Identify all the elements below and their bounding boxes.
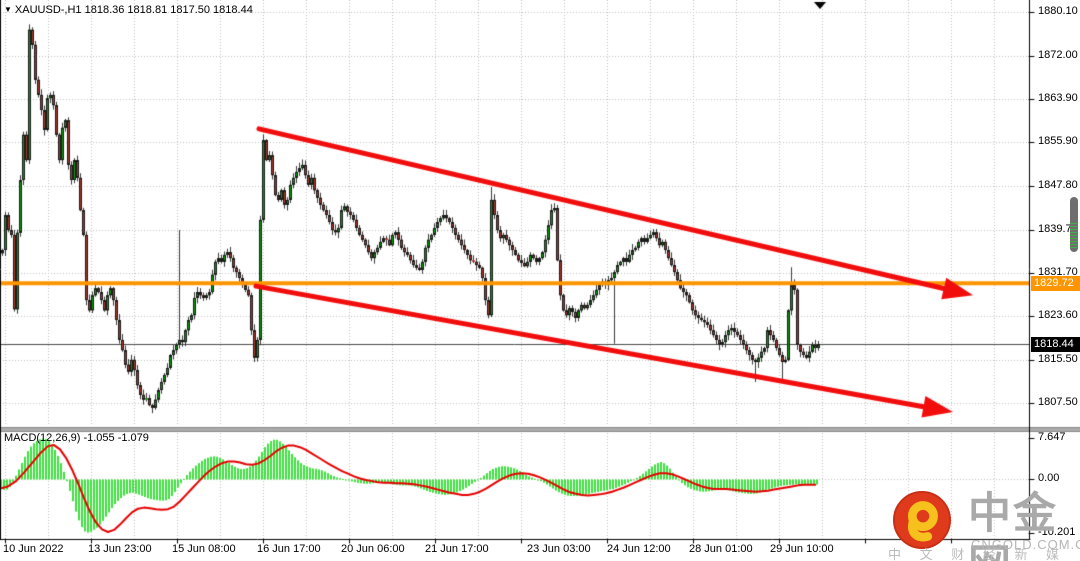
price-axis-label: 1839.70 — [1038, 223, 1078, 235]
scrollbar-thumb[interactable] — [1070, 197, 1078, 252]
scrollbar-stripes — [1070, 223, 1078, 249]
price-axis-label: 1807.50 — [1038, 396, 1078, 408]
price-axis-label: 1831.70 — [1038, 266, 1078, 278]
time-axis-label: 24 Jun 12:00 — [607, 543, 671, 555]
time-axis-label: 20 Jun 06:00 — [341, 543, 405, 555]
time-axis-label: 29 Jun 10:00 — [770, 543, 834, 555]
macd-axis-label: 7.647 — [1038, 431, 1066, 443]
resistance-price-tag: 1829.72 — [1031, 276, 1080, 291]
price-axis-label: 1863.90 — [1038, 92, 1078, 104]
symbol-ohlc-text: XAUUSD-,H1 1818.36 1818.81 1817.50 1818.… — [14, 4, 253, 16]
time-axis-label: 16 Jun 17:00 — [257, 543, 321, 555]
macd-axis-label: 0.00 — [1038, 472, 1060, 484]
price-axis-label: 1880.10 — [1038, 5, 1078, 17]
macd-indicator-label: MACD(12,26,9) -1.055 -1.079 — [4, 432, 149, 444]
time-axis-label: 13 Jun 23:00 — [88, 543, 152, 555]
time-axis-label: 15 Jun 08:00 — [172, 543, 236, 555]
price-axis-label: 1815.50 — [1038, 353, 1078, 365]
time-axis-label: 10 Jun 2022 — [3, 543, 64, 555]
macd-axis-label: -10.201 — [1038, 526, 1076, 538]
price-axis-label: 1823.60 — [1038, 309, 1078, 321]
price-axis-label: 1855.90 — [1038, 135, 1078, 147]
price-axis-label: 1847.80 — [1038, 179, 1078, 191]
time-axis-label: 23 Jun 03:00 — [527, 543, 591, 555]
time-axis-label: 21 Jun 17:00 — [425, 543, 489, 555]
collapse-icon[interactable]: ▼ — [4, 5, 12, 14]
last-price-tag: 1818.44 — [1031, 337, 1080, 352]
chart-title: ▼ XAUUSD-,H1 1818.36 1818.81 1817.50 1818… — [4, 3, 253, 17]
time-axis-label: 28 Jun 01:00 — [689, 543, 753, 555]
price-axis-label: 1872.00 — [1038, 49, 1078, 61]
